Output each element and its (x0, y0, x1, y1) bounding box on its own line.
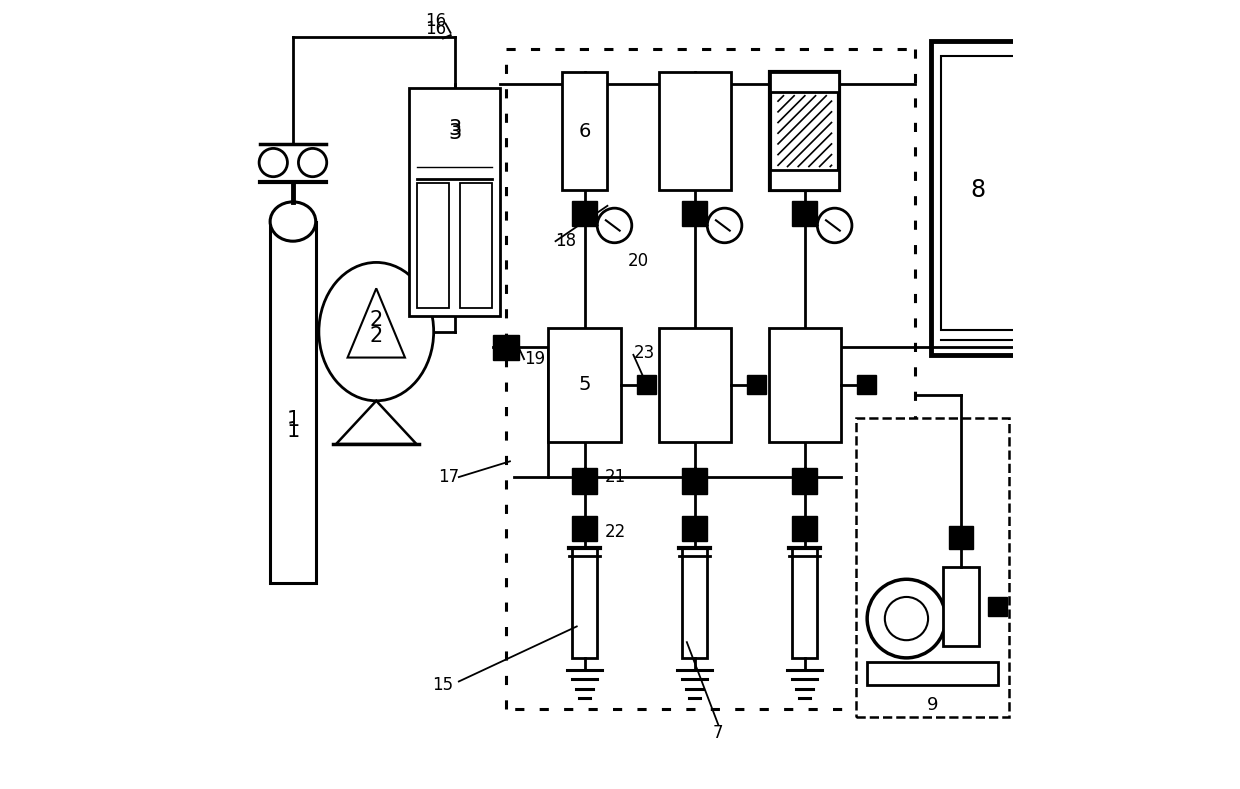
Polygon shape (336, 401, 417, 444)
Polygon shape (950, 525, 973, 549)
Text: 2: 2 (370, 326, 383, 346)
Text: 1: 1 (286, 421, 300, 441)
Text: 20: 20 (627, 252, 649, 270)
Bar (867, 662, 998, 686)
Bar (658, 327, 730, 442)
Text: 2: 2 (370, 310, 383, 330)
Text: 3: 3 (448, 123, 461, 144)
Text: 16: 16 (424, 12, 446, 30)
Bar (942, 567, 980, 646)
Polygon shape (682, 515, 707, 540)
Text: 15: 15 (433, 676, 454, 694)
Bar (562, 72, 608, 190)
Text: 1: 1 (286, 410, 300, 431)
Polygon shape (682, 469, 707, 494)
Text: 23: 23 (634, 344, 655, 362)
Text: 7: 7 (713, 724, 723, 742)
Polygon shape (792, 469, 817, 494)
Bar (270, 222, 316, 583)
Bar (417, 182, 449, 308)
Text: 8: 8 (970, 178, 986, 202)
Text: 18: 18 (556, 232, 577, 250)
Polygon shape (988, 597, 1007, 616)
Ellipse shape (319, 263, 434, 401)
Polygon shape (682, 201, 707, 226)
Polygon shape (572, 201, 598, 226)
Polygon shape (792, 201, 817, 226)
Bar (769, 327, 841, 442)
Text: 22: 22 (604, 523, 625, 541)
Text: 17: 17 (438, 468, 459, 486)
Bar (770, 170, 839, 190)
Polygon shape (792, 515, 817, 540)
Polygon shape (637, 376, 656, 394)
Text: 5: 5 (578, 376, 591, 394)
Bar (770, 72, 839, 92)
Text: 21: 21 (604, 468, 625, 486)
Bar (856, 418, 1009, 717)
Ellipse shape (270, 202, 316, 241)
Bar (792, 548, 817, 658)
Bar (682, 548, 707, 658)
Bar (930, 41, 1025, 355)
Text: 16: 16 (424, 20, 446, 38)
Bar (548, 327, 621, 442)
Polygon shape (494, 335, 518, 360)
Polygon shape (748, 376, 766, 394)
Bar (409, 88, 500, 316)
Text: 3: 3 (448, 119, 461, 139)
Polygon shape (347, 288, 405, 357)
Bar (572, 548, 598, 658)
Bar (658, 72, 730, 190)
Bar (770, 72, 839, 190)
Bar (460, 182, 492, 308)
Polygon shape (572, 515, 598, 540)
Bar (941, 56, 1014, 330)
Text: 19: 19 (525, 350, 546, 368)
Polygon shape (572, 469, 598, 494)
Polygon shape (857, 376, 877, 394)
Text: 6: 6 (578, 122, 590, 140)
Text: 9: 9 (926, 696, 939, 714)
